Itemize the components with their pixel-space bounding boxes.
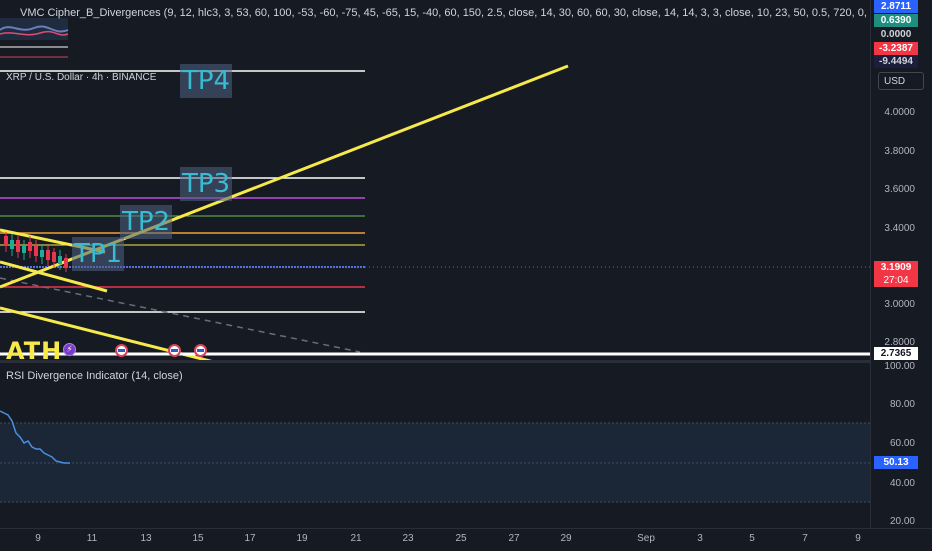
symbol-legend[interactable]: XRP / U.S. Dollar · 4h · BINANCE bbox=[6, 72, 157, 83]
us-flag-event-icon[interactable] bbox=[168, 344, 181, 357]
time-tick: 9 bbox=[35, 533, 41, 544]
price-tick: 4.0000 bbox=[884, 107, 915, 118]
candles bbox=[4, 232, 68, 272]
time-tick: 15 bbox=[192, 533, 204, 544]
current-price-tag: 3.1909 bbox=[874, 261, 918, 276]
time-axis[interactable] bbox=[0, 528, 932, 551]
rsi-tick: 80.00 bbox=[889, 399, 915, 410]
indicator-legend[interactable]: VMC Cipher_B_Divergences (9, 12, hlc3, 3… bbox=[20, 7, 870, 19]
rsi-tick: 20.00 bbox=[889, 516, 915, 527]
us-flag-event-icon[interactable] bbox=[194, 344, 207, 357]
price-tick: 3.4000 bbox=[884, 223, 915, 234]
time-tick: 7 bbox=[802, 533, 808, 544]
rsi-drawing bbox=[0, 410, 870, 503]
rsi-tick: 40.00 bbox=[889, 478, 915, 489]
indicator-value-tag: 0.6390 bbox=[874, 14, 918, 27]
rsi-tick: 60.00 bbox=[889, 438, 915, 449]
time-tick: 23 bbox=[402, 533, 414, 544]
time-tick: 13 bbox=[140, 533, 152, 544]
time-tick: 19 bbox=[296, 533, 308, 544]
indicator-value-tag: 2.8711 bbox=[874, 0, 918, 13]
tp1-label: TP1 bbox=[72, 237, 125, 271]
indicator-value-tag: -3.2387 bbox=[874, 42, 918, 55]
price-tick: 3.8000 bbox=[884, 146, 915, 157]
pane-divider[interactable] bbox=[0, 360, 932, 363]
time-tick: 27 bbox=[508, 533, 520, 544]
rsi-line bbox=[0, 410, 70, 464]
price-tick: 2.8000 bbox=[884, 337, 915, 348]
ath-price-tag: 2.7365 bbox=[874, 347, 918, 360]
time-tick: 29 bbox=[560, 533, 572, 544]
indicator-value-tag: 0.0000 bbox=[874, 28, 918, 41]
price-chart-pane[interactable]: TP4 TP3 TP2 TP1 ATH ⚡ VMC Cipher_B_Diver… bbox=[0, 0, 870, 365]
time-tick: Sep bbox=[637, 533, 655, 544]
wedge-lower-line bbox=[0, 260, 108, 293]
countdown-tag: 27:04 bbox=[874, 274, 918, 287]
rsi-legend[interactable]: RSI Divergence Indicator (14, close) bbox=[6, 370, 183, 382]
rsi-value-tag: 50.13 bbox=[874, 456, 918, 469]
time-tick: 17 bbox=[244, 533, 256, 544]
price-chart-drawing[interactable] bbox=[0, 0, 870, 360]
indicator-value-tag: -9.4494 bbox=[874, 55, 918, 68]
time-tick: 21 bbox=[350, 533, 362, 544]
rsi-tick: 100.00 bbox=[884, 361, 915, 372]
tp3-label: TP3 bbox=[180, 167, 233, 201]
tp2-label: TP2 bbox=[120, 205, 173, 239]
time-tick: 9 bbox=[855, 533, 861, 544]
price-tick: 3.0000 bbox=[884, 299, 915, 310]
tp4-label: TP4 bbox=[180, 64, 233, 98]
time-tick: 3 bbox=[697, 533, 703, 544]
us-flag-event-icon[interactable] bbox=[115, 344, 128, 357]
time-tick: 11 bbox=[86, 533, 98, 544]
rsi-pane[interactable]: RSI Divergence Indicator (14, close) bbox=[0, 363, 870, 528]
time-tick: 25 bbox=[455, 533, 467, 544]
oscillator-preview bbox=[0, 18, 69, 58]
time-tick: 5 bbox=[749, 533, 755, 544]
price-tick: 3.6000 bbox=[884, 184, 915, 195]
currency-button[interactable]: USD bbox=[878, 72, 924, 90]
lightning-icon[interactable]: ⚡ bbox=[63, 343, 76, 356]
